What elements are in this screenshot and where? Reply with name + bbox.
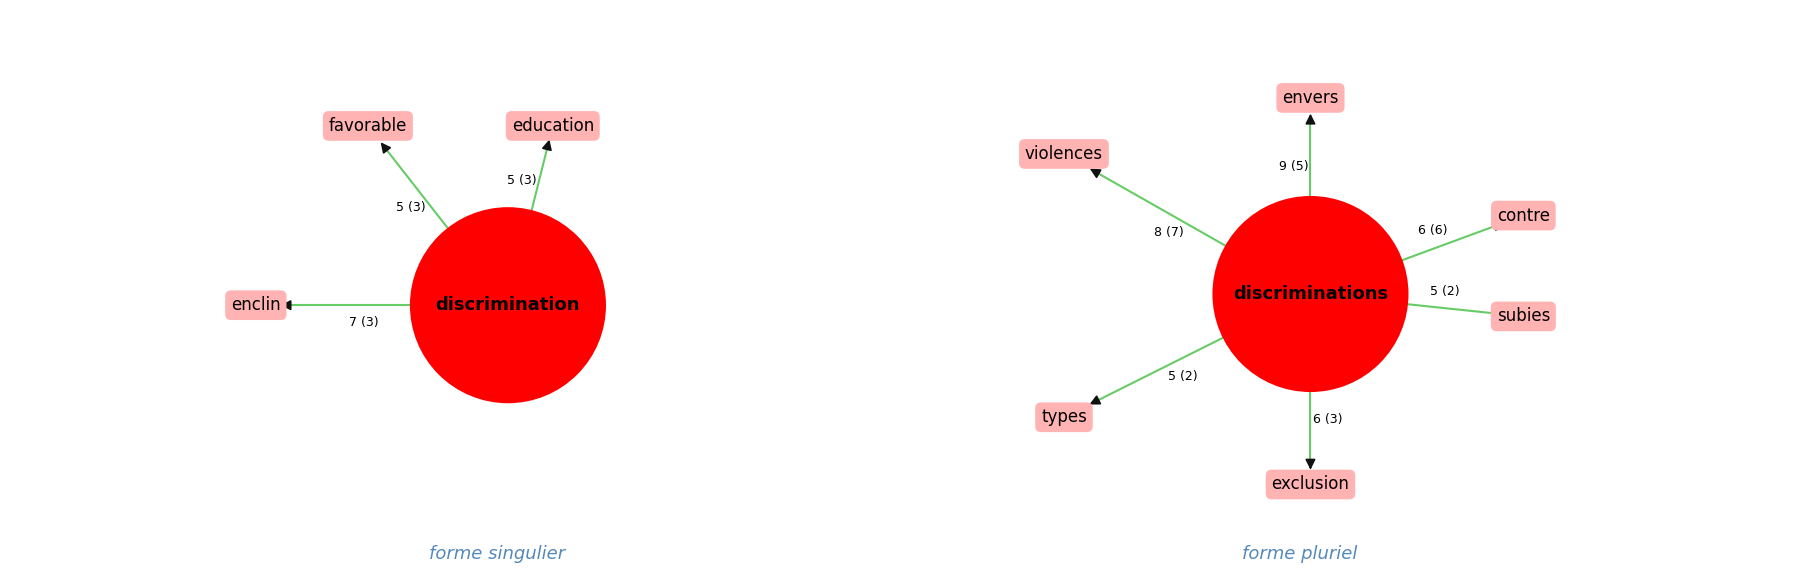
Ellipse shape	[409, 207, 605, 403]
Text: enclin: enclin	[232, 296, 280, 314]
Text: education: education	[512, 117, 594, 135]
Text: exclusion: exclusion	[1272, 476, 1349, 493]
Text: 5 (2): 5 (2)	[1430, 285, 1458, 298]
Text: violences: violences	[1026, 145, 1103, 163]
Text: discriminations: discriminations	[1232, 285, 1388, 303]
Text: 6 (6): 6 (6)	[1419, 225, 1448, 238]
Text: subies: subies	[1496, 308, 1550, 325]
Text: 7 (3): 7 (3)	[348, 316, 379, 329]
Text: types: types	[1042, 408, 1087, 426]
Text: 6 (3): 6 (3)	[1313, 413, 1342, 426]
Text: discrimination: discrimination	[436, 296, 580, 314]
Text: contre: contre	[1496, 206, 1550, 225]
Text: 8 (7): 8 (7)	[1153, 226, 1184, 239]
Text: forme singulier: forme singulier	[429, 545, 564, 563]
Text: 5 (2): 5 (2)	[1167, 370, 1198, 383]
Ellipse shape	[1212, 196, 1408, 392]
Text: envers: envers	[1282, 89, 1338, 107]
Text: 9 (5): 9 (5)	[1279, 160, 1309, 173]
Text: favorable: favorable	[329, 117, 408, 135]
Text: forme pluriel: forme pluriel	[1241, 545, 1358, 563]
Text: 5 (3): 5 (3)	[395, 201, 426, 214]
Text: 5 (3): 5 (3)	[506, 174, 537, 187]
